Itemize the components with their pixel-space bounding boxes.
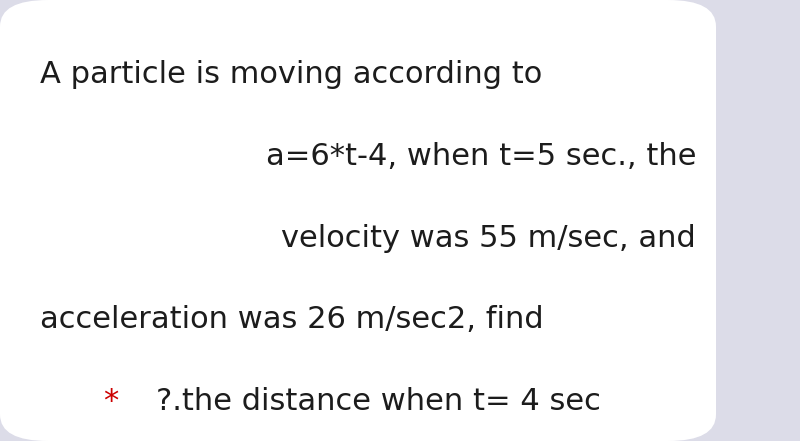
FancyBboxPatch shape <box>0 0 716 441</box>
Text: A particle is moving according to: A particle is moving according to <box>40 60 542 90</box>
Text: *: * <box>102 387 118 416</box>
Text: velocity was 55 m/sec, and: velocity was 55 m/sec, and <box>282 224 696 253</box>
Text: a=6*t-4, when t=5 sec., the: a=6*t-4, when t=5 sec., the <box>266 142 696 171</box>
Text: ?.the distance when t= 4 sec: ?.the distance when t= 4 sec <box>156 387 601 416</box>
Text: acceleration was 26 m/sec2, find: acceleration was 26 m/sec2, find <box>40 305 544 334</box>
